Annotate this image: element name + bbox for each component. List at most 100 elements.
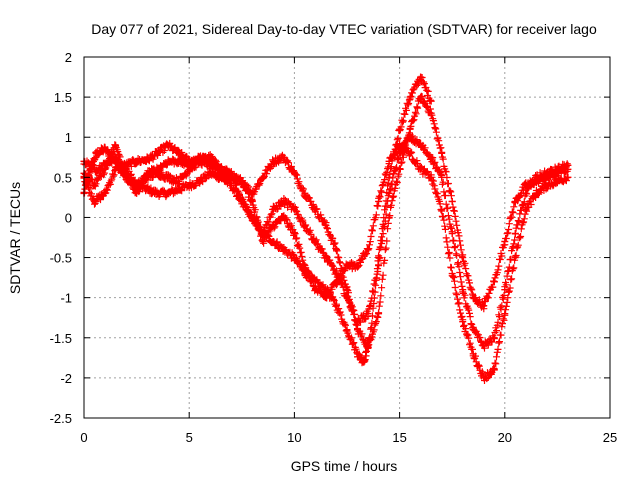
y-axis-label: SDTVAR / TECUs — [7, 182, 23, 294]
data-point — [375, 310, 383, 318]
data-point — [112, 141, 120, 149]
data-point — [375, 262, 383, 270]
data-point — [438, 149, 446, 157]
data-point — [269, 238, 277, 246]
data-point — [364, 246, 372, 254]
data-point — [227, 169, 235, 177]
series-track-c — [80, 140, 572, 384]
data-point — [343, 262, 351, 270]
data-point — [469, 326, 477, 334]
data-point — [459, 286, 467, 294]
data-point — [248, 197, 256, 205]
data-point — [354, 326, 362, 334]
data-point — [238, 177, 246, 185]
data-point — [322, 294, 330, 302]
data-point — [480, 302, 488, 310]
data-point — [290, 169, 298, 177]
data-point — [301, 262, 309, 270]
data-point — [343, 286, 351, 294]
data-point — [196, 153, 204, 161]
data-point — [164, 173, 172, 181]
data-point — [290, 229, 298, 237]
grid-lines — [84, 57, 610, 418]
y-tick-label: 0.5 — [54, 170, 72, 185]
data-point — [501, 310, 509, 318]
axis-ticks: 0 5 10 15 20 25 -2.5 -2 -1.5 -1 -0.5 0 0.5 1 1.5 2 — [50, 50, 618, 445]
data-point — [164, 189, 172, 197]
data-point — [290, 254, 298, 262]
data-point — [343, 326, 351, 334]
y-tick-label: 1.5 — [54, 90, 72, 105]
data-point — [396, 141, 404, 149]
data-point — [280, 213, 288, 221]
data-point — [417, 141, 425, 149]
data-point — [553, 177, 561, 185]
data-point — [543, 181, 551, 189]
data-point — [532, 189, 540, 197]
data-points — [80, 73, 572, 384]
data-point — [332, 302, 340, 310]
data-point — [143, 185, 151, 193]
data-point — [332, 246, 340, 254]
data-point — [427, 173, 435, 181]
data-point — [175, 177, 183, 185]
x-tick-label: 15 — [392, 430, 406, 445]
data-point — [438, 173, 446, 181]
y-tick-label: 1 — [65, 130, 72, 145]
y-tick-label: -1.5 — [50, 331, 72, 346]
data-point — [269, 157, 277, 165]
data-point — [101, 145, 109, 153]
data-point — [101, 165, 109, 173]
data-point — [301, 189, 309, 197]
data-point — [343, 294, 351, 302]
data-point — [143, 169, 151, 177]
data-point — [280, 197, 288, 205]
data-point — [91, 181, 99, 189]
data-point — [248, 213, 256, 221]
chart-title: Day 077 of 2021, Sidereal Day-to-day VTE… — [91, 21, 597, 37]
data-point — [238, 197, 246, 205]
x-tick-label: 0 — [80, 430, 87, 445]
data-point — [459, 254, 467, 262]
data-point — [448, 229, 456, 237]
data-point — [360, 358, 368, 366]
data-point — [385, 157, 393, 165]
data-point — [259, 173, 267, 181]
data-point — [196, 177, 204, 185]
y-tick-label: 2 — [65, 50, 72, 65]
y-tick-label: -2.5 — [50, 411, 72, 426]
data-point — [322, 221, 330, 229]
data-point — [427, 109, 435, 117]
data-point — [206, 157, 214, 165]
data-point — [175, 149, 183, 157]
data-point — [322, 254, 330, 262]
data-point — [385, 213, 393, 221]
data-point — [290, 205, 298, 213]
y-tick-label: -0.5 — [50, 251, 72, 266]
data-point — [154, 165, 162, 173]
data-point — [269, 205, 277, 213]
y-tick-label: -1 — [60, 291, 72, 306]
data-point — [311, 238, 319, 246]
data-point — [311, 286, 319, 294]
data-point — [459, 318, 467, 326]
data-point — [259, 229, 267, 237]
x-tick-label: 25 — [603, 430, 617, 445]
plot-frame — [83, 56, 611, 419]
x-axis-label: GPS time / hours — [291, 458, 398, 474]
data-point — [385, 189, 393, 197]
data-point — [185, 161, 193, 169]
data-point — [490, 278, 498, 286]
data-point — [164, 141, 172, 149]
data-point — [364, 310, 372, 318]
data-point — [354, 318, 362, 326]
data-point — [301, 221, 309, 229]
data-point — [417, 73, 425, 81]
data-point — [417, 93, 425, 101]
data-point — [269, 221, 277, 229]
data-point — [143, 156, 151, 164]
data-point — [490, 366, 498, 374]
data-point — [427, 153, 435, 161]
data-point — [480, 374, 488, 382]
